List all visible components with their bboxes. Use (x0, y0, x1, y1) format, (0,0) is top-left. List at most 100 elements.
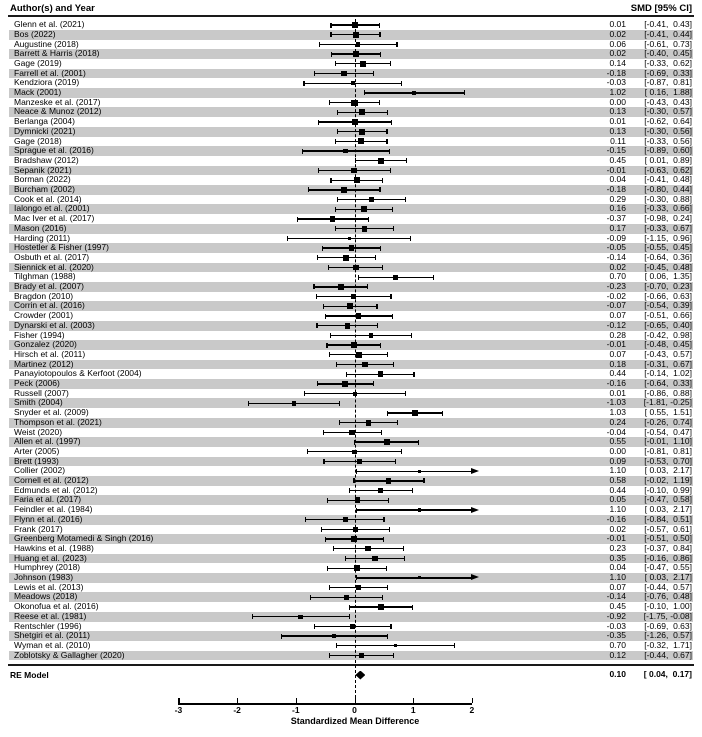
ci-value: [-0.63, 0.62] (641, 164, 692, 175)
point-estimate-marker (354, 497, 361, 504)
summary-diamond (355, 670, 366, 680)
ci-cap-right (338, 400, 340, 406)
study-label: Cook et al. (2014) (14, 193, 82, 204)
study-label: Russell (2007) (14, 387, 69, 398)
study-estimate: 0.07 [-0.44, 0.57] (600, 582, 692, 593)
ci-cap-right (390, 623, 392, 629)
study-estimate: -0.14 [-0.76, 0.48] (600, 592, 692, 602)
study-estimate: -0.16 [-0.64, 0.33] (600, 378, 692, 389)
ci-cap-left (335, 138, 337, 144)
ci-cap-left (316, 255, 319, 261)
study-label: Mason (2016) (14, 222, 67, 233)
estimate-value: -0.14 (606, 591, 626, 602)
estimate-value: 0.07 (609, 348, 626, 359)
ci-cap-right (392, 226, 395, 232)
study-estimate: 0.01 [-0.41, 0.43] (600, 19, 692, 30)
point-estimate-marker (355, 584, 362, 591)
study-label: Cornell et al. (2012) (14, 475, 89, 486)
study-label: Hirsch et al. (2011) (14, 348, 86, 359)
ci-cap-left (324, 313, 326, 319)
ci-cap-left (336, 362, 338, 367)
estimate-value: -0.09 (606, 232, 626, 243)
ci-cap-right (392, 362, 395, 367)
study-label: Bos (2022) (14, 28, 56, 39)
study-estimate: -1.03 [-1.81, -0.25] (600, 398, 692, 408)
estimate-value: 0.02 (609, 523, 626, 534)
ci-cap-right (376, 303, 378, 309)
estimate-value: 0.13 (609, 106, 626, 117)
ci-value: [-0.64, 0.33] (641, 378, 692, 389)
study-estimate: 0.13 [-0.30, 0.56] (600, 126, 692, 137)
study-label: Flynn et al. (2016) (14, 513, 83, 524)
ci-cap-right (381, 177, 383, 183)
ci-cap-left (328, 265, 330, 270)
ci-value: [-0.43, 0.43] (641, 96, 692, 107)
study-estimate: 0.13 [-0.30, 0.57] (600, 107, 692, 117)
ci-cap-right (432, 274, 434, 280)
study-label: Harding (2011) (14, 232, 71, 243)
ci-cap-right (463, 90, 466, 96)
study-estimate: -0.01 [-0.51, 0.50] (600, 534, 692, 544)
point-estimate-marker (372, 555, 378, 562)
ci-value: [-0.41, 0.44] (641, 28, 692, 39)
study-estimate: 0.45 [ 0.01, 0.89] (600, 154, 692, 166)
study-estimate: 0.02 [-0.41, 0.44] (600, 28, 692, 40)
x-axis-tick (413, 698, 415, 703)
study-estimate: -0.12 [-0.65, 0.40] (600, 320, 692, 331)
row-stripe (9, 476, 693, 486)
ci-arrow-right (470, 467, 479, 474)
point-estimate-marker (341, 187, 347, 193)
ci-cap-right (392, 653, 395, 658)
ci-cap-left (317, 168, 319, 173)
study-estimate: 1.10 [ 0.03, 2.17] (600, 466, 692, 476)
study-estimate: -0.23 [-0.70, 0.23] (600, 281, 692, 292)
ci-cap-right (376, 323, 379, 329)
ci-value: [-0.47, 0.55] (641, 562, 692, 573)
study-estimate: -0.92 [-1.75, -0.08] (600, 611, 692, 622)
estimate-value: -0.05 (606, 242, 626, 253)
point-estimate-marker (378, 604, 384, 610)
ci-cap-right (387, 497, 389, 503)
ci-cap-left (330, 177, 332, 183)
x-axis-tick-label: -3 (174, 705, 183, 715)
point-estimate-marker (352, 31, 359, 38)
x-axis-tick-label: 1 (410, 705, 416, 715)
point-estimate-marker (377, 371, 384, 377)
study-label: Brett (1993) (14, 455, 59, 466)
point-estimate-marker (352, 526, 359, 533)
ci-cap-left (296, 216, 299, 222)
ci-value: [ 0.01, 0.89] (642, 154, 692, 165)
point-estimate-marker (365, 546, 371, 552)
study-estimate: -0.01 [-0.63, 0.62] (600, 164, 692, 176)
ci-value: [-0.30, 0.57] (641, 106, 692, 117)
ci-cap-left (304, 391, 306, 397)
study-label: Wyman et al. (2010) (14, 639, 91, 650)
point-estimate-marker (353, 565, 360, 572)
ci-value: [-0.41, 0.48] (641, 174, 692, 185)
ci-value: [-0.30, 0.88] (641, 193, 692, 204)
ci-cap-right (396, 420, 399, 426)
study-label: Huang et al. (2023) (14, 552, 87, 563)
ci-cap-right (386, 585, 389, 591)
ci-cap-left (346, 371, 348, 377)
ci-value: [-0.48, 0.45] (641, 339, 692, 350)
estimate-value: 0.28 (609, 329, 626, 340)
estimate-value: 0.70 (609, 271, 626, 282)
estimate-value: 0.01 (609, 116, 626, 127)
ci-cap-right (418, 439, 420, 445)
ci-value: [ 0.16, 1.88] (642, 87, 692, 98)
ci-value: [-0.33, 0.62] (641, 57, 692, 68)
ci-cap-right (379, 342, 382, 348)
ci-cap-right (389, 168, 392, 173)
study-estimate: -0.01 [-0.48, 0.45] (600, 340, 692, 350)
study-label: Dynarski et al. (2003) (14, 319, 95, 330)
study-label: Shetgiri et al. (2011) (14, 630, 90, 641)
ci-cap-right (391, 119, 393, 125)
ci-value: [-0.37, 0.84] (641, 542, 692, 553)
study-estimate: 0.01 [-0.86, 0.88] (600, 388, 692, 399)
study-label: Augustine (2018) (14, 38, 79, 49)
study-label: Gage (2019) (14, 57, 62, 68)
ci-cap-left (322, 245, 324, 251)
row-stripe (9, 573, 693, 583)
point-estimate-marker (342, 517, 348, 523)
